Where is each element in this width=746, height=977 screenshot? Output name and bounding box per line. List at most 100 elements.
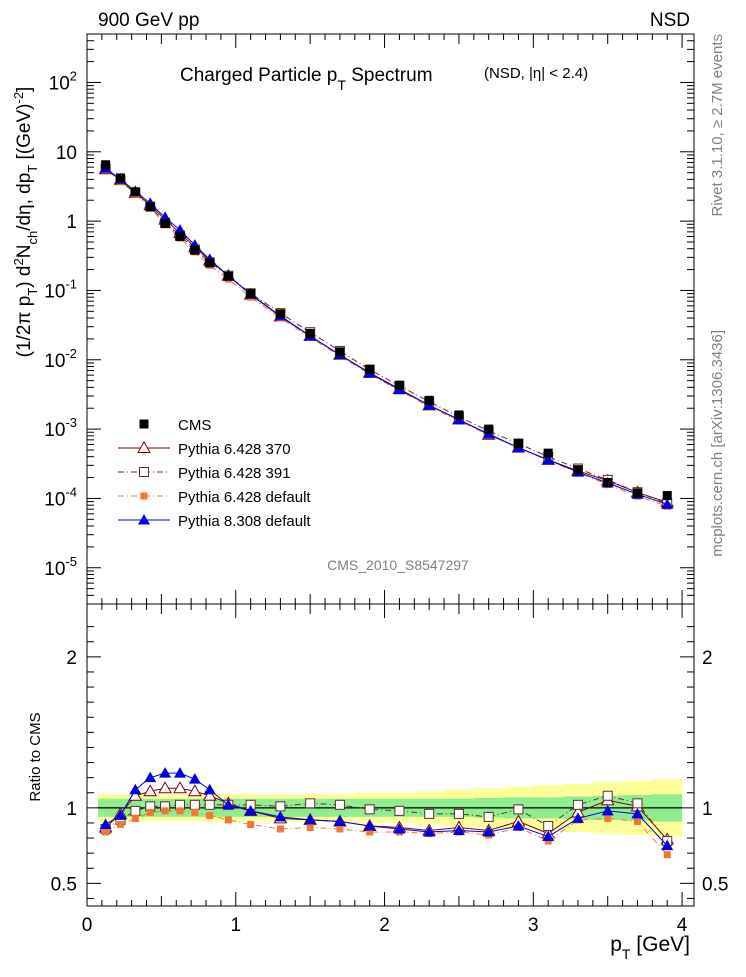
ratio-point-pythia-6-428-default — [131, 814, 139, 822]
ratio-point-pythia-6-428-391 — [424, 808, 435, 819]
ratio-y-tick-label: 0.5 — [51, 874, 77, 895]
ratio-series-pythia-6-428-391 — [100, 790, 673, 847]
ratio-point-pythia-8-308-default — [159, 767, 172, 778]
header-right-label: NSD — [650, 10, 690, 31]
ratio-point-pythia-6-428-391 — [204, 799, 215, 810]
legend-marker — [138, 514, 150, 525]
data-point-cms — [305, 328, 315, 338]
legend-entry-pythia-6-428-default: Pythia 6.428 default — [118, 489, 311, 506]
ratio-point-pythia-8-308-default — [222, 798, 235, 810]
chart-title-sub: T — [337, 77, 346, 93]
ratio-point-pythia-6-428-default — [116, 820, 124, 828]
ratio-point-pythia-6-428-391 — [513, 804, 524, 815]
ratio-y-tick-label-right: 1 — [702, 799, 713, 820]
ratio-y-tick-label: 2 — [66, 648, 77, 669]
ratio-point-pythia-6-428-default — [102, 828, 110, 836]
legend-entry-cms: CMS — [139, 417, 211, 434]
ratio-point-pythia-6-428-default — [206, 811, 214, 819]
ratio-point-pythia-6-428-391 — [602, 790, 613, 801]
ratio-point-pythia-8-308-default — [244, 804, 257, 816]
legend-entry-pythia-6-428-370: Pythia 6.428 370 — [118, 440, 291, 458]
chart-title-suffix: (NSD, |η| < 2.4) — [484, 65, 588, 82]
y-tick-exponent: 2 — [70, 68, 77, 83]
ratio-point-pythia-6-428-default — [633, 817, 641, 825]
ratio-point-pythia-8-308-default — [571, 812, 584, 823]
legend-label: Pythia 6.428 370 — [178, 441, 291, 458]
ratio-point-pythia-8-308-default — [188, 773, 201, 784]
chart-title: Charged Particle pT Spectrum — [180, 65, 433, 93]
ratio-point-pythia-6-428-default — [161, 807, 169, 815]
data-point-cms — [223, 271, 233, 281]
legend-entry-pythia-6-428-391: Pythia 6.428 391 — [118, 465, 291, 482]
ratio-panel: 0.5 0.5 1 1 2 2 0 1 2 3 4 Ratio to CMS pT [GeV] — [27, 603, 728, 962]
y-tick-label: 1 — [66, 212, 77, 233]
data-point-cms — [275, 309, 285, 319]
watermark-label: CMS_2010_S8547297 — [327, 557, 469, 573]
data-point-cms — [543, 448, 553, 458]
legend-marker — [139, 467, 149, 477]
ratio-point-pythia-6-428-370 — [143, 784, 158, 797]
ratio-uncertainty-band — [98, 779, 683, 837]
ratio-series-pythia-8-308-default — [99, 767, 674, 851]
legend: CMS Pythia 6.428 370 Pythia 6.428 391 Pythi… — [118, 417, 311, 530]
y-tick-exponent: -4 — [65, 484, 77, 499]
ratio-frame — [86, 603, 695, 907]
ratio-y-axis: 0.5 0.5 1 1 2 2 — [51, 626, 728, 899]
ratio-point-pythia-8-308-default — [203, 783, 216, 795]
legend-label: Pythia 8.308 default — [178, 513, 311, 530]
ratio-point-pythia-8-308-default — [601, 804, 614, 816]
ratio-point-pythia-8-308-default — [304, 813, 317, 825]
ratio-point-pythia-6-428-default — [604, 814, 612, 822]
x-tick-label: 2 — [379, 915, 390, 936]
y-tick-exponent: -3 — [65, 415, 77, 430]
data-point-cms — [513, 438, 523, 448]
ratio-point-pythia-8-308-default — [482, 826, 495, 837]
data-point-cms — [394, 380, 404, 390]
ratio-point-pythia-8-308-default — [512, 819, 525, 831]
ratio-point-pythia-8-308-default — [542, 830, 555, 842]
data-point-cms — [603, 477, 613, 487]
ratio-point-pythia-6-428-default — [276, 825, 284, 833]
data-point-cms — [573, 465, 583, 475]
spectrum-panel: 10-5 10-4 10-3 10-2 10-1 1 10 102 Charged Parti… — [11, 33, 695, 605]
ratio-point-pythia-8-308-default — [661, 839, 674, 851]
ratio-y-tick-label-right: 2 — [702, 648, 713, 669]
data-point-cms — [335, 347, 345, 357]
y-tick-label: 102 — [49, 68, 77, 94]
chart-title-rest: Spectrum — [346, 65, 433, 86]
ratio-point-pythia-8-308-default — [333, 815, 346, 826]
data-point-cms — [115, 173, 125, 183]
y-tick-label: 10-2 — [44, 346, 77, 372]
legend-label: CMS — [178, 417, 211, 434]
series-line-pythia-6-428-default — [105, 169, 668, 507]
ratio-series-group — [98, 767, 675, 859]
ratio-point-pythia-8-308-default — [452, 824, 465, 835]
y-tick-label: 10 — [56, 143, 77, 164]
data-point-cms — [632, 488, 642, 498]
legend-marker — [137, 440, 151, 453]
ratio-point-pythia-6-428-391 — [483, 811, 494, 822]
y-axis-label: (1/2π pT) d2Nch/dη, dpT [(GeV)-2] — [11, 87, 40, 358]
ratio-point-pythia-6-428-370 — [187, 784, 202, 797]
x-axis-label: pT [GeV] — [610, 933, 690, 962]
data-point-cms — [101, 160, 111, 170]
y-tick-exponent: -1 — [65, 276, 77, 291]
y-tick-label: 10-5 — [44, 554, 77, 580]
ratio-point-pythia-6-428-default — [366, 828, 374, 836]
ratio-y-tick-label-right: 0.5 — [702, 874, 728, 895]
ratio-point-pythia-6-428-default — [224, 816, 232, 824]
ratio-point-pythia-6-428-default — [146, 808, 154, 816]
ratio-point-pythia-6-428-391 — [189, 799, 200, 810]
series-pythia-6-428-default — [102, 166, 671, 510]
y-tick-label: 10-4 — [44, 484, 77, 510]
legend-marker — [140, 492, 148, 500]
data-point-cms — [365, 364, 375, 374]
ratio-point-pythia-6-428-391 — [305, 798, 316, 809]
series-cms — [101, 160, 672, 501]
x-tick-label: 1 — [230, 915, 241, 936]
data-point-pythia-8-308-default — [661, 498, 674, 509]
ratio-point-pythia-6-428-default — [191, 808, 199, 816]
spectrum-y-axis: 10-5 10-4 10-3 10-2 10-1 1 10 102 — [44, 33, 694, 605]
ratio-point-pythia-6-428-default — [247, 820, 255, 828]
